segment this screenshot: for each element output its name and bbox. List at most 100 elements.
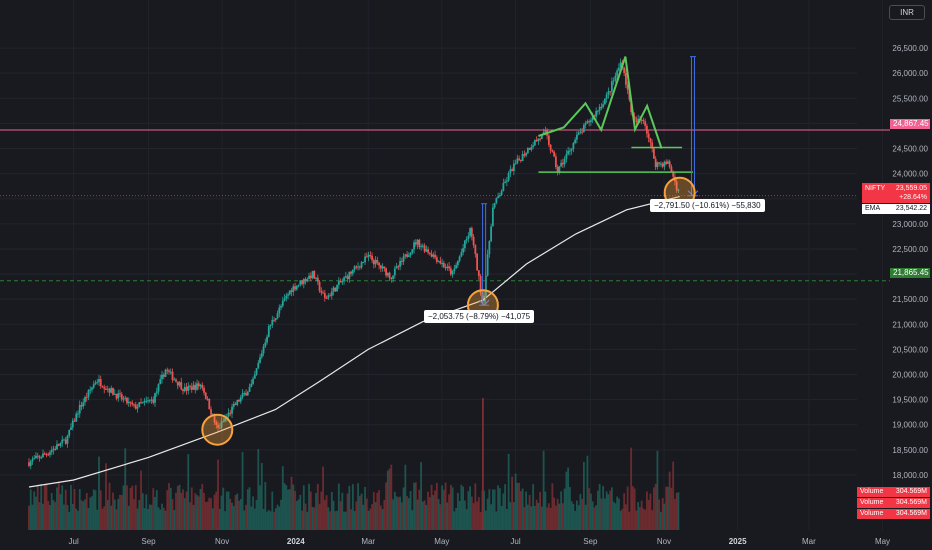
candle-body	[301, 280, 303, 284]
volume-bar	[528, 495, 531, 530]
candle-body	[253, 374, 256, 379]
currency-label: INR	[900, 8, 914, 17]
volume-bar	[292, 484, 295, 530]
candle-body	[112, 387, 114, 395]
volume-bar	[668, 471, 671, 530]
candle-body	[31, 459, 34, 462]
candle-body	[243, 393, 246, 395]
candle-body	[362, 262, 365, 264]
volume-bar	[152, 488, 155, 530]
y-tick-label: 25,500.00	[892, 94, 928, 103]
candle-body	[306, 279, 309, 282]
candle-body	[285, 295, 288, 299]
candle-body	[222, 421, 225, 423]
x-tick-label: Nov	[657, 537, 671, 546]
candle-body	[477, 270, 480, 276]
volume-bar	[213, 494, 216, 530]
candle-body	[63, 439, 65, 441]
volume-bar	[469, 486, 472, 530]
volume-bar	[127, 505, 130, 530]
candle-body	[87, 390, 90, 398]
candle-body	[133, 404, 135, 406]
candle-body	[519, 159, 522, 161]
candle-body	[33, 458, 36, 460]
candle-body	[416, 239, 419, 245]
candle-body	[168, 370, 170, 372]
volume-bar	[574, 510, 577, 530]
candle-body	[532, 145, 535, 148]
candle-body	[653, 148, 655, 159]
candle-body	[332, 287, 335, 292]
volume-bar	[64, 489, 67, 530]
candle-body	[124, 397, 127, 399]
volume-bar	[404, 464, 407, 530]
volume-bar	[71, 504, 74, 530]
candle-body	[505, 180, 508, 182]
volume-bar	[164, 510, 167, 530]
volume-bar	[563, 488, 566, 530]
candle-body	[386, 272, 389, 276]
volume-bar	[308, 483, 310, 530]
volume-bar	[162, 507, 165, 530]
volume-bar	[467, 491, 470, 530]
candle-body	[84, 397, 86, 403]
volume-bar	[589, 493, 592, 530]
volume-bar	[61, 485, 64, 530]
candle-body	[392, 275, 394, 279]
volume-bar	[85, 493, 88, 530]
currency-selector[interactable]: INR	[889, 5, 925, 20]
x-tick-label: Jul	[69, 537, 79, 546]
candle-body	[677, 189, 680, 191]
volume-bar	[649, 493, 652, 530]
volume-bar	[567, 467, 570, 530]
volume-bar	[572, 503, 575, 530]
volume-bar	[276, 504, 279, 530]
volume-bar	[605, 491, 608, 530]
volume-bar	[304, 503, 307, 530]
candle-body	[127, 401, 130, 404]
candle-body	[245, 393, 247, 396]
candle-body	[96, 381, 99, 383]
candle-body	[68, 429, 71, 436]
volume-bar	[332, 500, 335, 530]
candle-body	[540, 134, 543, 139]
volume-bar	[502, 493, 505, 530]
volume-bar	[546, 507, 549, 530]
volume-bar	[341, 492, 344, 530]
volume-bar	[369, 508, 372, 530]
volume-bar	[134, 485, 137, 530]
volume-bar	[70, 484, 72, 530]
volume-bar	[653, 487, 655, 530]
volume-bar	[346, 493, 349, 530]
volume-bar	[661, 498, 664, 530]
volume-bar	[201, 483, 204, 530]
resistance-price: 24,867.45	[893, 119, 929, 128]
candle-body	[259, 357, 261, 363]
volume-bar	[460, 484, 463, 530]
volume-bar	[66, 504, 69, 530]
volume-bar	[560, 491, 563, 530]
volume-bar	[92, 489, 95, 530]
volume-bar	[409, 491, 412, 530]
candle-body	[667, 161, 669, 164]
volume-bar	[449, 484, 452, 530]
candle-body	[379, 265, 382, 269]
candle-body	[217, 424, 219, 428]
candle-body	[134, 404, 137, 409]
candle-body	[138, 402, 141, 407]
volume-bar	[42, 503, 44, 530]
volume-bar	[448, 494, 450, 530]
candle-body	[329, 295, 331, 297]
volume-bar	[360, 493, 363, 530]
candle-body	[201, 384, 204, 389]
volume-bar	[246, 489, 249, 530]
volume-bar	[316, 483, 319, 530]
candle-body	[463, 240, 466, 249]
volume-bar	[43, 484, 46, 530]
candle-body	[308, 275, 310, 280]
candle-body	[584, 123, 587, 125]
volume-bar	[575, 500, 578, 530]
volume-bar	[351, 484, 354, 530]
candle-body	[161, 374, 163, 380]
